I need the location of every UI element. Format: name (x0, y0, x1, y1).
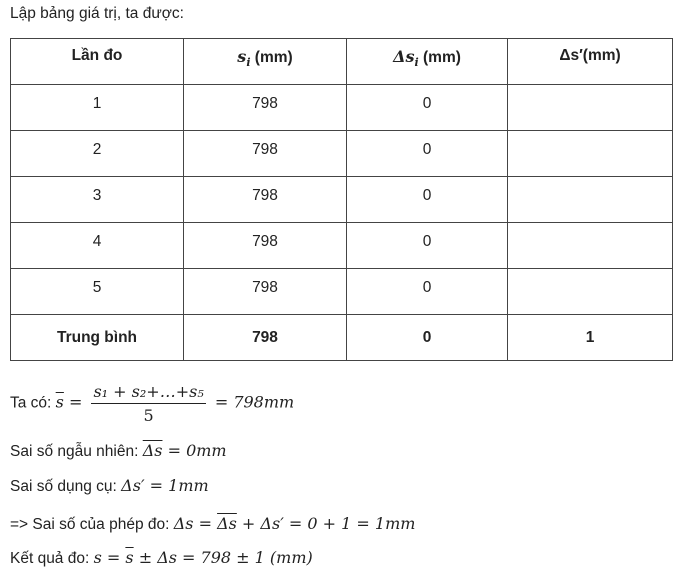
instrument-error: Sai số dụng cụ: Δs′ = 1mm (10, 476, 209, 495)
table-row: 1 798 0 (10, 84, 673, 131)
table-cell: 5 (10, 268, 184, 315)
intro-text: Lập bảng giá trị, ta được: (10, 5, 184, 22)
table-cell: 0 (346, 268, 508, 315)
fraction: s₁ + s₂+…+s₅ 5 (91, 382, 206, 425)
measurement-table: Lần đo si (mm) Δsi (mm) Δs′(mm) 1 798 0 2 79… (10, 38, 673, 361)
header-delta-s-prime: Δs′(mm) (507, 38, 673, 85)
table-header-row: Lần đo si (mm) Δsi (mm) Δs′(mm) (10, 38, 673, 85)
table-row: 2 798 0 (10, 130, 673, 177)
table-row: 5 798 0 (10, 268, 673, 315)
result: Kết quả đo: s = s ± Δs = 798 ± 1 (mm) (10, 548, 313, 567)
header-lan-do: Lần đo (10, 38, 184, 85)
random-error: Sai số ngẫu nhiên: Δs = 0mm (10, 441, 227, 460)
table-cell: 3 (10, 176, 184, 223)
table-row-average: Trung bình 798 0 1 (10, 314, 673, 361)
table-cell (507, 268, 673, 315)
table-cell: 0 (346, 176, 508, 223)
header-si: si (mm) (183, 38, 347, 85)
table-cell: 798 (183, 84, 347, 131)
table-cell: 0 (346, 130, 508, 177)
table-cell: 798 (183, 222, 347, 269)
table-cell (507, 130, 673, 177)
mean-formula: Ta có: s = s₁ + s₂+…+s₅ 5 = 798mm (10, 382, 295, 425)
table-cell: 0 (346, 222, 508, 269)
header-delta-si: Δsi (mm) (346, 38, 508, 85)
table-cell: 1 (10, 84, 184, 131)
measurement-error: => Sai số của phép đo: Δs = Δs + Δs′ = 0… (10, 514, 416, 533)
table-cell (507, 176, 673, 223)
table-cell (507, 222, 673, 269)
table-row: 3 798 0 (10, 176, 673, 223)
table-cell: 0 (346, 84, 508, 131)
table-cell: 798 (183, 268, 347, 315)
table-cell: 2 (10, 130, 184, 177)
table-cell: 798 (183, 130, 347, 177)
table-cell: 4 (10, 222, 184, 269)
table-cell (507, 84, 673, 131)
table-cell: 798 (183, 176, 347, 223)
table-row: 4 798 0 (10, 222, 673, 269)
